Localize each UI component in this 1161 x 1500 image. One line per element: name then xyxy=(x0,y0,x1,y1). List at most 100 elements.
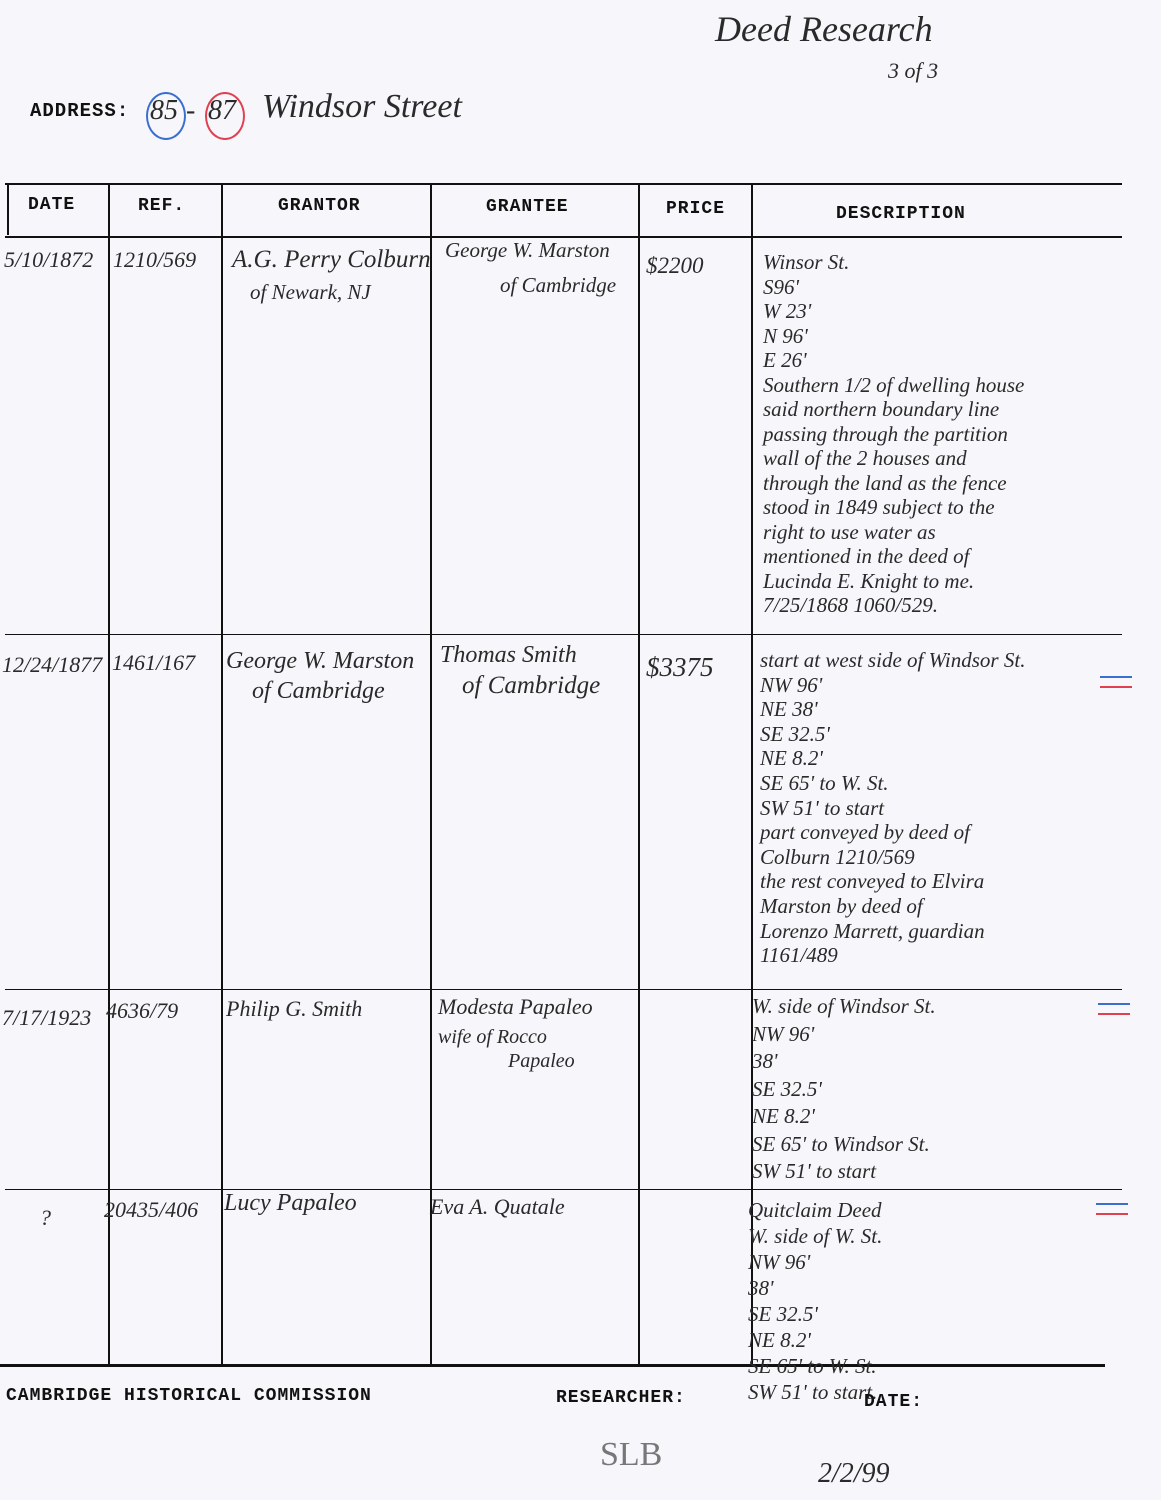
description-line: Southern 1/2 of dwelling house xyxy=(763,372,1025,397)
description-line: SE 32.5' xyxy=(752,1076,822,1101)
researcher-initials: SLB xyxy=(600,1436,663,1473)
description-line: SW 51' to start. xyxy=(748,1380,878,1404)
row-price: $2200 xyxy=(646,253,704,278)
description-line: Quitclaim Deed xyxy=(748,1198,882,1222)
row-grantor: Philip G. Smith xyxy=(226,996,363,1021)
description-line: 1161/489 xyxy=(760,943,838,968)
description-line: SE 32.5' xyxy=(760,721,830,746)
description-line: 7/25/1868 1060/529. xyxy=(763,593,939,617)
blue-mark xyxy=(1096,1203,1128,1205)
description-line: passing through the partition xyxy=(763,421,1008,446)
col-line xyxy=(108,183,110,1366)
address-street: Windsor Street xyxy=(262,88,462,125)
description-line: Marston by deed of xyxy=(760,893,923,918)
description-line: N 96' xyxy=(763,323,808,348)
row-grantor: A.G. Perry Colburn xyxy=(232,246,431,273)
description-line: W 23' xyxy=(763,299,812,323)
footer-organization: CAMBRIDGE HISTORICAL COMMISSION xyxy=(6,1386,372,1406)
description-line: through the land as the fence xyxy=(763,470,1007,495)
description-line: start at west side of Windsor St. xyxy=(760,648,1026,672)
row-grantee: Modesta Papaleo xyxy=(438,994,593,1019)
description-line: wall of the 2 houses and xyxy=(763,446,967,470)
row-ref: 20435/406 xyxy=(104,1197,199,1222)
row-grantor: of Newark, NJ xyxy=(250,280,371,304)
row-divider xyxy=(5,1189,1122,1190)
row-date: 12/24/1877 xyxy=(2,652,103,677)
description-line: S96' xyxy=(763,274,799,299)
blue-mark xyxy=(1100,676,1132,678)
table-top-line xyxy=(5,183,1122,185)
description-line: NW 96' xyxy=(760,672,823,697)
description-line: Lucinda E. Knight to me. xyxy=(763,568,975,593)
description-line: NE 8.2' xyxy=(752,1104,815,1128)
heading-title: Deed Research xyxy=(715,9,933,49)
address-label: ADDRESS: xyxy=(30,100,130,122)
row-description: W. side of Windsor St. NW 96' 38' SE 32.5' N… xyxy=(752,993,936,1186)
description-line: NW 96' xyxy=(752,1021,815,1046)
blue-mark xyxy=(1098,1003,1130,1005)
row-date: 5/10/1872 xyxy=(4,247,94,272)
description-line: SE 32.5' xyxy=(748,1302,818,1326)
row-description: Winsor St. S96' W 23' N 96' E 26' Southern 1/… xyxy=(763,250,1024,618)
row-divider xyxy=(5,989,1122,990)
row-grantee: Papaleo xyxy=(508,1050,575,1072)
row-date: 7/17/1923 xyxy=(2,1005,92,1030)
column-header-description: DESCRIPTION xyxy=(836,204,966,224)
row-grantee: Eva A. Quatale xyxy=(430,1194,565,1219)
row-price: $3375 xyxy=(646,652,714,682)
address-number-red: 87 xyxy=(208,95,236,126)
column-header-ref: REF. xyxy=(138,196,186,216)
column-header-date: DATE xyxy=(28,195,76,215)
red-mark xyxy=(1096,1213,1128,1215)
description-line: Winsor St. xyxy=(763,250,850,274)
address-number-blue: 85 xyxy=(150,95,178,126)
row-ref: 1210/569 xyxy=(113,247,197,272)
blue-circle xyxy=(146,92,186,140)
description-line: said northern boundary line xyxy=(763,397,1000,421)
description-line: 38' xyxy=(748,1276,774,1300)
row-description: Quitclaim Deed W. side of W. St. NW 96' 38'… xyxy=(748,1197,882,1405)
description-line: W. side of Windsor St. xyxy=(752,994,936,1018)
researcher-label: RESEARCHER: xyxy=(556,1388,686,1408)
description-line: 38' xyxy=(752,1049,778,1073)
description-line: E 26' xyxy=(763,348,807,372)
row-divider xyxy=(5,634,1122,635)
row-grantor: Lucy Papaleo xyxy=(224,1190,357,1216)
col-line xyxy=(751,183,753,1366)
description-line: Lorenzo Marrett, guardian xyxy=(760,918,985,943)
description-line: stood in 1849 subject to the xyxy=(763,495,995,519)
column-header-grantee: GRANTEE xyxy=(486,197,569,217)
description-line: W. side of W. St. xyxy=(748,1224,883,1248)
row-ref: 1461/167 xyxy=(112,650,196,675)
row-description: start at west side of Windsor St. NW 96' N… xyxy=(760,648,1025,968)
row-grantee: wife of Rocco xyxy=(438,1026,547,1048)
description-line: Colburn 1210/569 xyxy=(760,844,915,869)
column-header-price: PRICE xyxy=(666,199,726,219)
description-line: NE 8.2' xyxy=(748,1328,811,1352)
description-line: NE 8.2' xyxy=(760,746,823,771)
row-grantee: of Cambridge xyxy=(500,273,617,297)
description-line: part conveyed by deed of xyxy=(760,820,970,845)
description-line: SE 65' to W. St. xyxy=(760,770,889,795)
row-grantee: George W. Marston xyxy=(445,238,610,262)
footer-date: 2/2/99 xyxy=(818,1458,890,1489)
description-line: NE 38' xyxy=(760,697,818,722)
description-line: the rest conveyed to Elvira xyxy=(760,869,985,894)
description-line: SE 65' to W. St. xyxy=(748,1354,877,1378)
row-date: ? xyxy=(40,1205,51,1230)
column-header-grantor: GRANTOR xyxy=(278,196,361,216)
date-label: DATE: xyxy=(864,1392,924,1412)
description-line: SW 51' to start xyxy=(760,795,885,820)
description-line: SE 65' to Windsor St. xyxy=(752,1131,930,1156)
page-count: 3 of 3 xyxy=(888,58,939,83)
red-mark xyxy=(1100,686,1132,688)
table-bottom-line xyxy=(0,1364,1105,1367)
address-dash: - xyxy=(186,95,196,126)
col-line xyxy=(638,183,640,1366)
red-mark xyxy=(1098,1013,1130,1015)
row-grantee: of Cambridge xyxy=(462,672,601,699)
description-line: mentioned in the deed of xyxy=(763,544,970,568)
row-grantor: George W. Marston xyxy=(226,648,415,674)
col-line xyxy=(430,183,432,1366)
red-circle xyxy=(205,92,245,140)
